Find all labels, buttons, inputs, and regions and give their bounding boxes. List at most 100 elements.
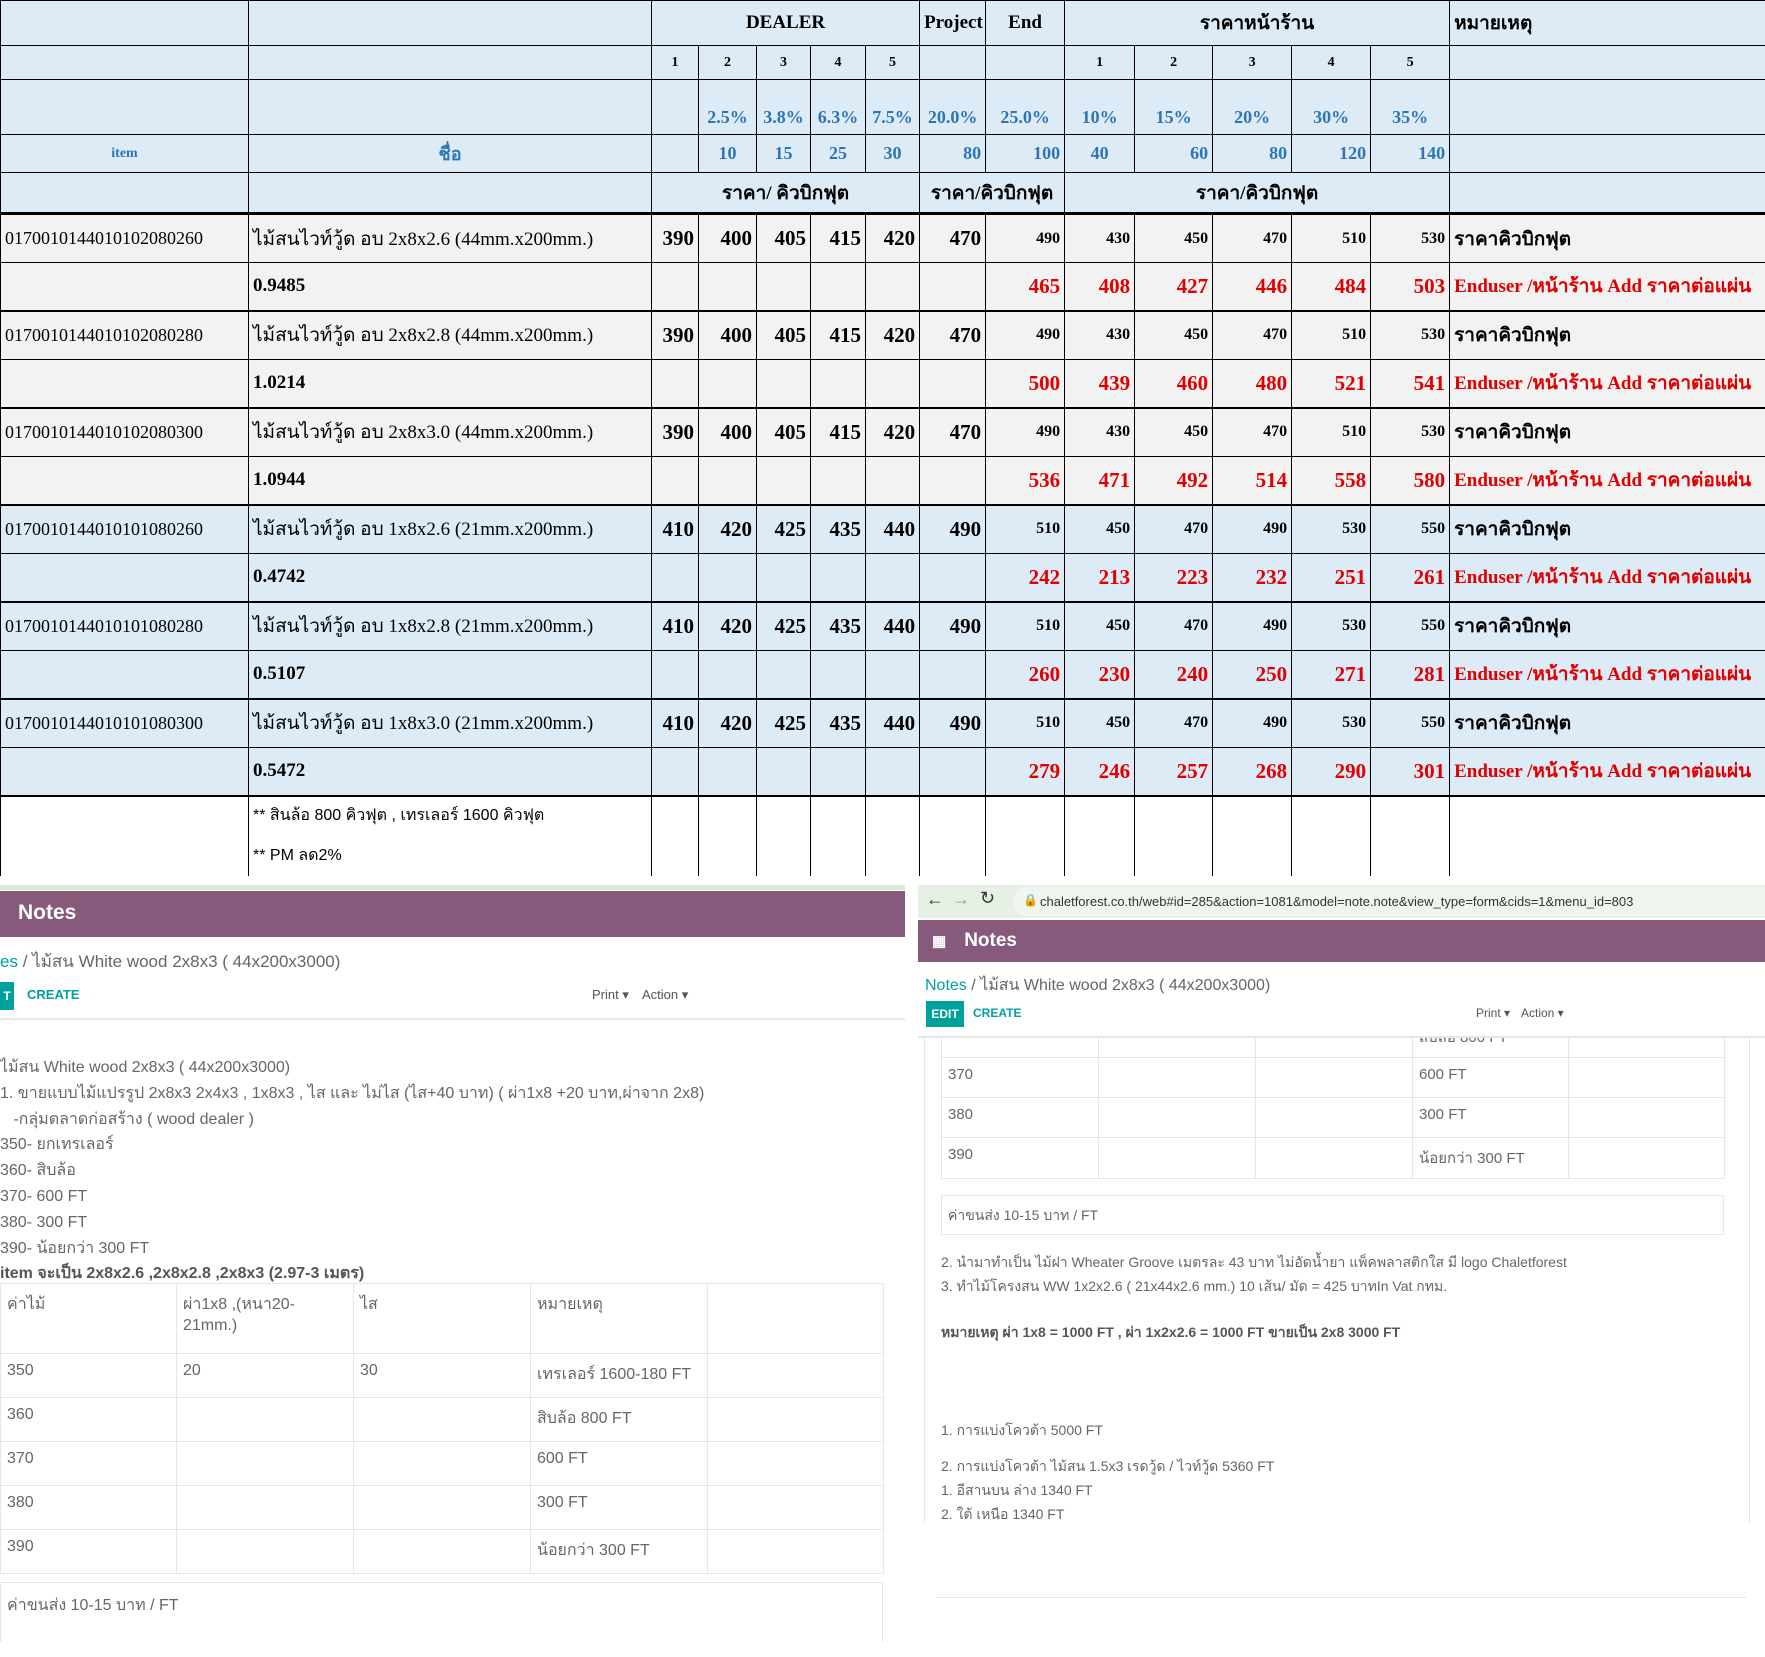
create-button[interactable]: CREATE xyxy=(973,1006,1022,1020)
table-cell: น้อยกว่า 300 FT xyxy=(530,1529,708,1574)
cell xyxy=(698,795,757,835)
cell xyxy=(651,747,699,796)
remark-cell: Enduser /หน้าร้าน Add ราคาต่อแผ่น xyxy=(1449,456,1765,505)
table-row: 380 300 FT xyxy=(941,1097,1725,1138)
product-row: 0170010144010101080300 ไม้สนไวท์วู้ด อบ 1… xyxy=(0,698,1765,748)
browser-toolbar: ← → ↻ 🔒 chaletforest.co.th/web#id=285&ac… xyxy=(918,885,1765,918)
sheet-price-cell: 246 xyxy=(1064,747,1136,796)
remark-cell: ราคาคิวบิกฟุต xyxy=(1449,310,1765,360)
discount-percent: 30% xyxy=(1291,79,1372,135)
project-header: Project xyxy=(919,0,987,46)
header-row-groups: DEALER Project End ราคาหน้าร้าน หมายเหตุ xyxy=(0,0,1765,46)
table-row: 390 น้อยกว่า 300 FT xyxy=(941,1137,1725,1179)
remark-cell: ราคาคิวบิกฟุต xyxy=(1449,407,1765,457)
action-dropdown[interactable]: Action ▾ xyxy=(642,987,689,1002)
note-line: 1. ขายแบบไม้แปรรูป 2x8x3 2x4x3 , 1x8x3 ,… xyxy=(0,1084,705,1102)
table-cell xyxy=(176,1529,354,1574)
table-cell xyxy=(1255,1137,1413,1179)
back-icon[interactable]: ← xyxy=(926,889,944,909)
print-dropdown[interactable]: Print ▾ xyxy=(592,987,629,1002)
sheet-price-cell: 521 xyxy=(1291,359,1372,408)
cell xyxy=(0,553,249,602)
price-cell: 490 xyxy=(919,601,987,651)
action-dropdown[interactable]: Action ▾ xyxy=(1521,1006,1564,1020)
table-cell xyxy=(1568,1097,1725,1138)
price-cell: 430 xyxy=(1064,310,1136,360)
cell xyxy=(810,747,866,796)
product-row: 0170010144010101080260 ไม้สนไวท์วู้ด อบ 1… xyxy=(0,504,1765,554)
reload-icon[interactable]: ↻ xyxy=(980,888,996,908)
app-title: Notes xyxy=(964,930,1017,951)
discount-amount: 100 xyxy=(985,134,1066,173)
cell xyxy=(651,262,699,311)
cell xyxy=(919,834,987,876)
remark-cell: Enduser /หน้าร้าน Add ราคาต่อแผ่น xyxy=(1449,650,1765,699)
footnote-row: ** สินล้อ 800 คิวฟุต , เทรเลอร์ 1600 คิว… xyxy=(0,795,1765,835)
discount-percent: 2.5% xyxy=(698,79,757,135)
price-cell: 435 xyxy=(810,601,866,651)
cell xyxy=(1449,795,1765,835)
dealer-header: DEALER xyxy=(650,0,921,46)
cell xyxy=(810,262,866,311)
note-line: 370- 600 FT xyxy=(0,1187,88,1205)
print-dropdown[interactable]: Print ▾ xyxy=(1476,1006,1511,1020)
breadcrumb-parent-link[interactable]: es xyxy=(0,952,18,971)
forward-icon[interactable]: → xyxy=(952,889,970,909)
table-cell xyxy=(1568,1057,1725,1098)
discount-amount: 140 xyxy=(1370,134,1451,173)
price-cell: 420 xyxy=(698,698,757,748)
app-header-bar: ▦ Notes xyxy=(918,920,1765,962)
conversion-factor: 1.0214 xyxy=(248,359,652,408)
quota-list: 1. การแบ่งโควต้า 5000 FT 2. การแบ่งโควต้า… xyxy=(941,1418,1274,1523)
product-name: ไม้สนไวท์วู้ด อบ 2x8x3.0 (44mm.x200mm.) xyxy=(248,407,652,457)
breadcrumb-separator: / xyxy=(22,952,28,971)
cell xyxy=(651,359,699,408)
sheet-price-cell: 558 xyxy=(1291,456,1372,505)
cell xyxy=(0,79,249,135)
sheet-price-cell: 500 xyxy=(985,359,1066,408)
cell xyxy=(756,359,811,408)
address-bar[interactable]: 🔒 chaletforest.co.th/web#id=285&action=1… xyxy=(1013,887,1765,916)
edit-button[interactable]: T xyxy=(0,982,14,1010)
edit-button[interactable]: EDIT xyxy=(926,1001,964,1027)
cell xyxy=(985,795,1066,835)
remark-cell: ราคาคิวบิกฟุต xyxy=(1449,698,1765,748)
discount-percent: 35% xyxy=(1370,79,1451,135)
table-cell: 380 xyxy=(941,1097,1099,1138)
cell xyxy=(651,79,699,135)
table-cell: เทรเลอร์ 1600-180 FT xyxy=(530,1353,708,1398)
apps-menu-icon[interactable]: ▦ xyxy=(932,933,947,950)
breadcrumb-current: ไม้สน White wood 2x8x3 ( 44x200x3000) xyxy=(32,952,341,971)
create-button[interactable]: CREATE xyxy=(27,987,80,1002)
price-cell: 470 xyxy=(919,407,987,457)
url-text[interactable]: chaletforest.co.th/web#id=285&action=108… xyxy=(1040,894,1634,909)
price-cell: 490 xyxy=(985,213,1066,263)
price-cell: 450 xyxy=(1064,698,1136,748)
retail-unit-label: ราคา/คิวบิกฟุต xyxy=(1064,172,1451,214)
cell xyxy=(756,553,811,602)
price-cell: 415 xyxy=(810,213,866,263)
table-row: 360 สิบล้อ 800 FT xyxy=(941,1038,1725,1058)
cell xyxy=(698,553,757,602)
cell xyxy=(651,795,699,835)
sheet-price-cell: 281 xyxy=(1370,650,1451,699)
table-cell: สิบล้อ 800 FT xyxy=(1412,1038,1569,1058)
retail-level: 1 xyxy=(1064,45,1136,80)
table-cell: ค่าไม้ xyxy=(0,1283,177,1354)
note-line: 350- ยกเทรเลอร์ xyxy=(0,1136,114,1154)
cell xyxy=(1291,834,1372,876)
price-cell: 490 xyxy=(985,310,1066,360)
price-cell: 425 xyxy=(756,504,811,554)
price-cell: 450 xyxy=(1064,601,1136,651)
discount-amount: 10 xyxy=(698,134,757,173)
app-title: Notes xyxy=(18,901,77,924)
sheet-price-cell: 465 xyxy=(985,262,1066,311)
price-cell: 420 xyxy=(864,310,921,360)
remark-cell: Enduser /หน้าร้าน Add ราคาต่อแผ่น xyxy=(1449,359,1765,408)
breadcrumb-parent-link[interactable]: Notes xyxy=(925,977,967,994)
footnote: ** สินล้อ 800 คิวฟุต , เทรเลอร์ 1600 คิว… xyxy=(248,795,652,835)
cell xyxy=(810,553,866,602)
left-notes-panel: Notes es / ไม้สน White wood 2x8x3 ( 44x2… xyxy=(0,885,905,1657)
price-cell: 430 xyxy=(1064,407,1136,457)
